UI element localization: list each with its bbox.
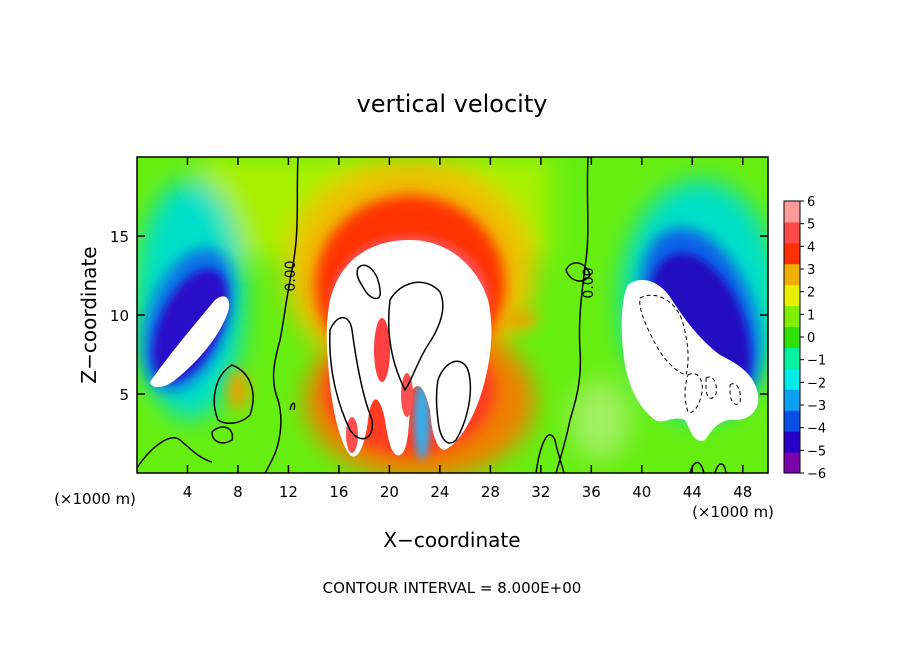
- contour-label-left: 0.00: [283, 260, 299, 291]
- x-tick-label: 16: [329, 483, 348, 501]
- colorbar-swatch: [784, 347, 800, 369]
- colorbar-swatch: [784, 201, 800, 223]
- x-tick-label: 48: [733, 483, 752, 501]
- velocity-field: [137, 157, 768, 473]
- colorbar-tick-label: 2: [807, 286, 815, 301]
- colorbar-tick-label: 5: [807, 218, 815, 233]
- colorbar-tick-label: 4: [807, 240, 815, 255]
- colorbar-swatch: [784, 368, 800, 390]
- colorbar-swatch: [784, 242, 800, 265]
- y-tick-label: 10: [110, 307, 129, 325]
- contour-label-text: 0.00: [283, 260, 299, 291]
- colorbar-swatch: [784, 263, 800, 286]
- colorbar-swatch: [784, 389, 800, 411]
- colorbar-tick-label: −2: [807, 376, 826, 391]
- x-tick-label: 36: [582, 483, 601, 501]
- colorbar-tick-label: 6: [807, 195, 815, 210]
- colorbar-tick-label: −6: [807, 467, 826, 482]
- x-tick-label: 32: [531, 483, 550, 501]
- chart-title: vertical velocity: [357, 90, 548, 118]
- x-tick-label: 40: [632, 483, 651, 501]
- colorbar-tick-label: 0: [807, 331, 815, 346]
- y-axis-ticks: 5 10 15: [110, 228, 768, 404]
- contour-label-text: 0.00: [581, 267, 597, 298]
- contour-interval-note: CONTOUR INTERVAL = 8.000E+00: [323, 579, 582, 597]
- contour-label-right: 0.00: [581, 267, 597, 298]
- colorbar-tick-label: −1: [807, 354, 826, 369]
- x-tick-label: 8: [233, 483, 243, 501]
- x-axis-label: X−coordinate: [383, 528, 520, 552]
- x-tick-label: 4: [183, 483, 193, 501]
- colorbar-tick-label: 1: [807, 308, 815, 323]
- negative-contours: [639, 294, 741, 413]
- colorbar-ticks: 6 5 4 3 2 1 0 −1 −2 −3 −4 −5 −6: [800, 195, 826, 482]
- colorbar-swatch: [784, 284, 800, 307]
- x-tick-label: 12: [279, 483, 298, 501]
- x-tick-label: 44: [683, 483, 702, 501]
- x-axis-ticks: 4 8 12 16 20 24 28 32 36 40 44 48: [183, 157, 752, 501]
- colorbar-swatch: [784, 410, 800, 432]
- x-unit-label-left: (×1000 m): [54, 490, 136, 508]
- colorbar-tick-label: 3: [807, 263, 815, 278]
- colorbar-tick-label: −5: [807, 444, 826, 459]
- colorbar-swatch: [784, 221, 800, 244]
- colorbar-tick-label: −4: [807, 422, 826, 437]
- colorbar-swatch: [784, 326, 800, 348]
- x-tick-label: 20: [380, 483, 399, 501]
- colorbar-swatch: [784, 431, 800, 453]
- x-unit-label-right: (×1000 m): [692, 503, 774, 521]
- colorbar: [783, 200, 801, 474]
- colorbar-tick-label: −3: [807, 399, 826, 414]
- colorbar-swatch: [784, 452, 800, 474]
- contour-lines: [137, 157, 727, 473]
- y-tick-label: 15: [110, 228, 129, 246]
- colorbar-swatch: [784, 305, 800, 328]
- x-tick-label: 28: [481, 483, 500, 501]
- x-tick-label: 24: [430, 483, 449, 501]
- y-tick-label: 5: [119, 386, 129, 404]
- y-axis-label: Z−coordinate: [77, 246, 101, 383]
